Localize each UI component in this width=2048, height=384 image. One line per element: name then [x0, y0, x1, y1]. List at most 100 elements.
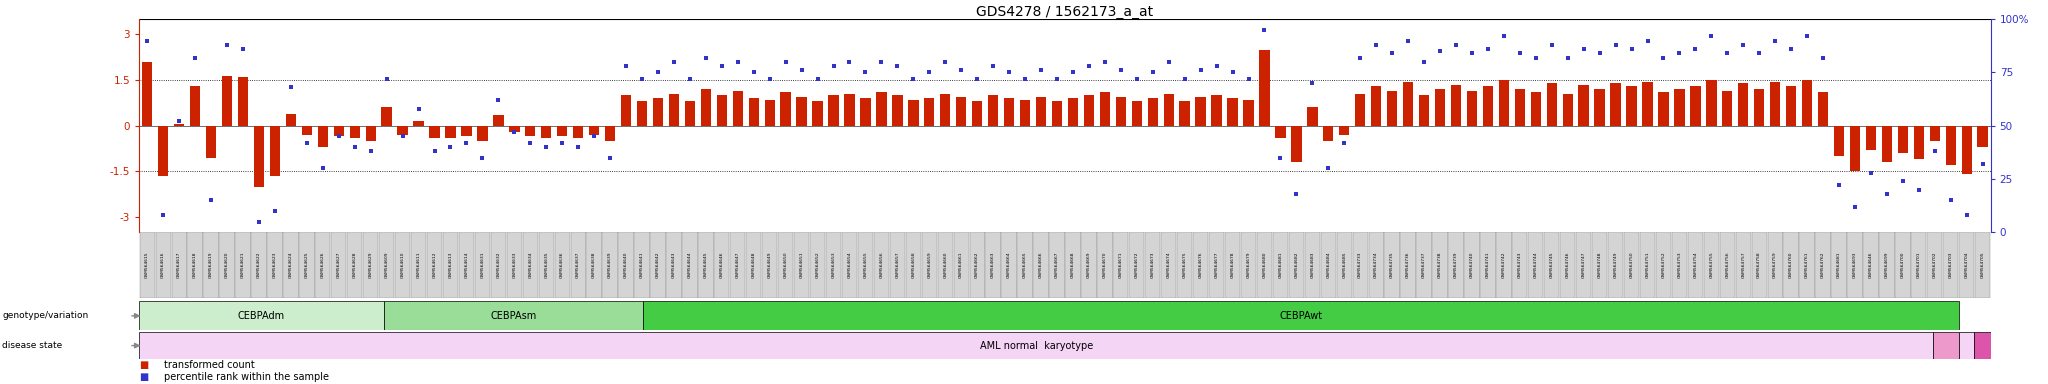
Text: GSM564744: GSM564744	[1534, 252, 1538, 278]
Bar	[1098, 232, 1112, 298]
Text: GSM564672: GSM564672	[1135, 252, 1139, 278]
Text: GSM564755: GSM564755	[1710, 252, 1714, 278]
Point	[1473, 46, 1505, 52]
Bar	[381, 108, 391, 126]
Text: GSM564677: GSM564677	[1214, 252, 1219, 278]
Bar	[1145, 232, 1161, 298]
Text: GSM564702: GSM564702	[1933, 252, 1937, 278]
Bar	[188, 232, 203, 298]
Bar	[268, 232, 283, 298]
Bar	[1356, 94, 1366, 126]
Point	[514, 140, 547, 146]
Point	[1073, 63, 1106, 69]
Bar	[1640, 232, 1655, 298]
Bar	[573, 126, 584, 138]
Text: GSM564735: GSM564735	[1391, 252, 1395, 278]
Point	[258, 208, 291, 214]
Bar	[844, 94, 854, 126]
Bar	[1001, 232, 1016, 298]
Bar	[430, 126, 440, 138]
Text: GSM564622: GSM564622	[256, 252, 260, 278]
Text: GSM564680: GSM564680	[1262, 252, 1266, 278]
Bar	[1323, 126, 1333, 141]
Bar	[207, 126, 217, 158]
Bar	[156, 232, 170, 298]
Bar	[1626, 86, 1636, 126]
Bar	[1704, 232, 1718, 298]
Point	[147, 212, 180, 218]
Text: ■: ■	[139, 360, 150, 370]
Point	[1360, 42, 1393, 48]
Bar	[395, 232, 410, 298]
Point	[1647, 55, 1679, 61]
Point	[1536, 42, 1569, 48]
Text: GSM564635: GSM564635	[545, 252, 549, 278]
Text: GSM564628: GSM564628	[352, 252, 356, 278]
Bar	[1595, 89, 1606, 126]
Bar	[1081, 232, 1096, 298]
Point	[1966, 161, 1999, 167]
Bar	[172, 232, 186, 298]
Point	[307, 165, 340, 171]
Bar	[299, 232, 315, 298]
Point	[1313, 165, 1346, 171]
Point	[1743, 50, 1776, 56]
Bar	[860, 98, 870, 126]
Text: GSM564681: GSM564681	[1837, 252, 1841, 278]
Bar	[1767, 232, 1784, 298]
Bar	[1962, 126, 1972, 174]
Text: GSM564760: GSM564760	[1790, 252, 1794, 278]
Bar	[1401, 232, 1415, 298]
Text: GSM564737: GSM564737	[1421, 252, 1425, 278]
Text: GSM564745: GSM564745	[1550, 252, 1554, 278]
Point	[801, 76, 834, 82]
Bar	[1561, 232, 1575, 298]
Bar	[973, 101, 983, 126]
Point	[1376, 50, 1409, 56]
Bar	[1933, 332, 1960, 359]
Bar	[1577, 232, 1591, 298]
Bar	[1067, 98, 1077, 126]
Bar	[700, 89, 711, 126]
Point	[690, 55, 723, 61]
Bar	[1591, 232, 1608, 298]
Point	[162, 118, 195, 124]
Text: GSM564684: GSM564684	[1327, 252, 1331, 278]
Bar	[317, 126, 328, 147]
Text: GSM564624: GSM564624	[289, 252, 293, 278]
Bar	[1180, 101, 1190, 126]
Bar	[203, 232, 219, 298]
Bar	[1739, 83, 1749, 126]
Text: GSM564615: GSM564615	[145, 252, 150, 278]
Bar	[1100, 92, 1110, 126]
Bar	[987, 95, 997, 126]
Bar	[750, 98, 760, 126]
Bar	[1753, 89, 1765, 126]
Text: genotype/variation: genotype/variation	[2, 311, 88, 320]
Bar	[365, 126, 377, 141]
Bar	[412, 232, 426, 298]
Bar	[698, 232, 713, 298]
Bar	[174, 124, 184, 126]
Bar	[236, 232, 250, 298]
Bar	[1751, 232, 1767, 298]
Text: GSM564655: GSM564655	[864, 252, 868, 278]
Bar	[1053, 101, 1063, 126]
Bar	[1688, 232, 1704, 298]
Point	[881, 63, 913, 69]
Point	[770, 59, 803, 65]
Point	[578, 133, 610, 139]
Text: GSM564660: GSM564660	[944, 252, 948, 278]
Text: GSM564629: GSM564629	[369, 252, 373, 278]
Point	[242, 218, 274, 225]
Bar	[524, 126, 535, 136]
Text: GSM564661: GSM564661	[958, 252, 963, 278]
Text: CEBPAdm: CEBPAdm	[238, 311, 285, 321]
Bar	[1735, 232, 1751, 298]
Bar	[809, 232, 825, 298]
Bar	[350, 126, 360, 138]
Bar	[254, 126, 264, 187]
Bar	[346, 232, 362, 298]
Point	[705, 63, 737, 69]
Bar	[1212, 95, 1223, 126]
